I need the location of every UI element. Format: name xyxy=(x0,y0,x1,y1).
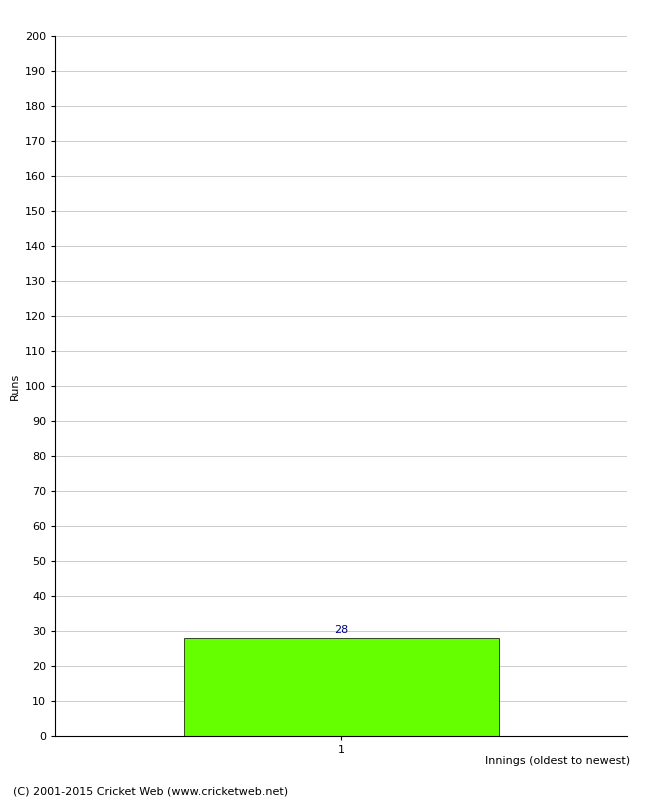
Y-axis label: Runs: Runs xyxy=(10,372,20,400)
Text: Innings (oldest to newest): Innings (oldest to newest) xyxy=(486,756,630,766)
Bar xyxy=(184,638,499,736)
Text: (C) 2001-2015 Cricket Web (www.cricketweb.net): (C) 2001-2015 Cricket Web (www.cricketwe… xyxy=(13,786,288,796)
Text: 28: 28 xyxy=(334,626,348,635)
